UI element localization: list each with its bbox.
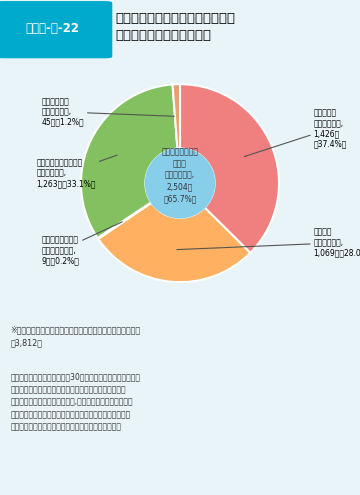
Text: どちらで移行
するか検討中,
45園（1.2%）: どちらで移行 するか検討中, 45園（1.2%） — [41, 97, 174, 127]
Text: （出典）　文部科学省「平成30年度における私立幼稚園の子
　　　　ども・子育て支援新制度への円滑な移行に係る
　　　　フォローアップ調査」,「令和元年度における: （出典） 文部科学省「平成30年度における私立幼稚園の子 ども・子育て支援新制度… — [11, 373, 141, 432]
Text: 「私立幼稚園」のまま
新制度に移行,
1,263園（33.1%）: 「私立幼稚園」のまま 新制度に移行, 1,263園（33.1%） — [36, 155, 117, 188]
Wedge shape — [98, 202, 152, 239]
Text: 幼保連携型
認定こども園,
1,426園
（37.4%）: 幼保連携型 認定こども園, 1,426園 （37.4%） — [244, 108, 347, 156]
Text: 幼稚園型
認定こども園,
1,069園（28.0%）: 幼稚園型 認定こども園, 1,069園（28.0%） — [177, 228, 360, 257]
Text: ※令和元年度に新制度に移行する（予定を含む）私立幼稚園
　3,812園: ※令和元年度に新制度に移行する（予定を含む）私立幼稚園 3,812園 — [11, 326, 141, 347]
Text: 図表２-４-22: 図表２-４-22 — [25, 22, 79, 35]
Wedge shape — [81, 85, 177, 238]
Wedge shape — [180, 84, 279, 253]
Circle shape — [145, 148, 215, 218]
Text: 「認定こども園」
として
新制度に移行,
2,504園
（65.7%）: 「認定こども園」 として 新制度に移行, 2,504園 （65.7%） — [162, 147, 198, 203]
Wedge shape — [98, 202, 250, 282]
Text: 平成３０年度までに新制度に移行
する私立幼稚園の施設類型: 平成３０年度までに新制度に移行 する私立幼稚園の施設類型 — [115, 12, 235, 42]
Wedge shape — [172, 84, 180, 148]
FancyBboxPatch shape — [0, 2, 112, 57]
Text: 「認定こども園」
の類型は検討中,
9園（0.2%）: 「認定こども園」 の類型は検討中, 9園（0.2%） — [41, 222, 122, 265]
